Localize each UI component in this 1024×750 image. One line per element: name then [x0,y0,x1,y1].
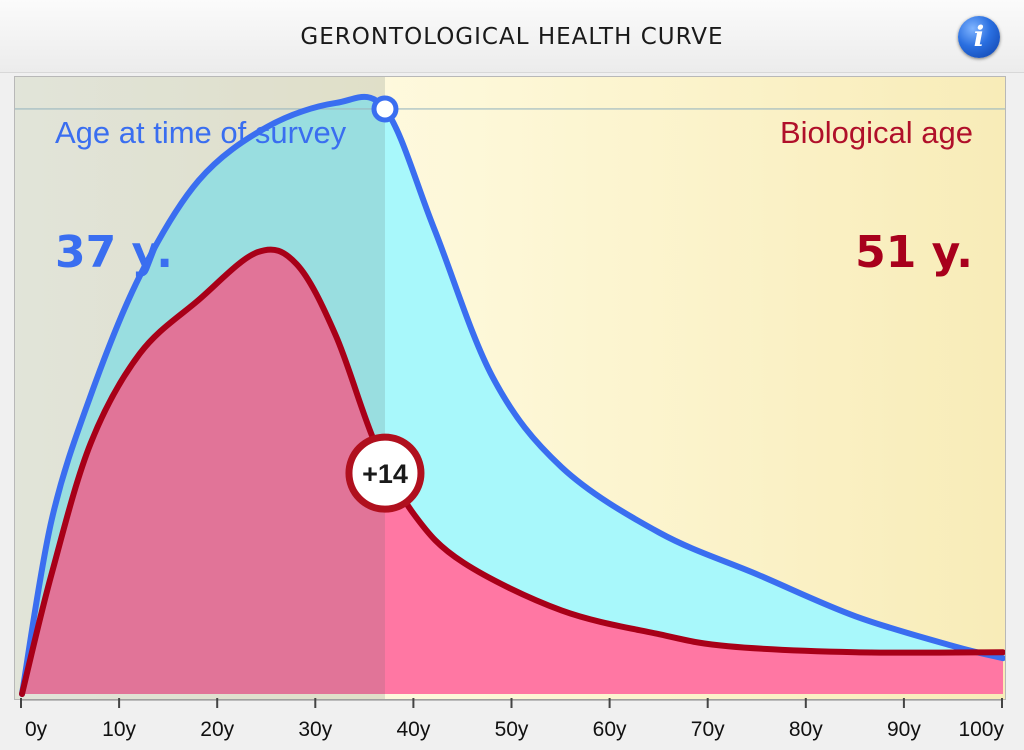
biological-age-label: Biological age [779,115,973,150]
x-tick-label: 70y [691,718,725,741]
x-tick-label: 90y [887,718,921,741]
x-tick-label: 10y [102,718,136,741]
x-tick-label: 0y [25,718,48,741]
x-tick-label: 50y [495,718,529,741]
survey-age-value: 37 y. [55,227,173,278]
series-line-0 [19,93,1005,697]
title-bar: GERONTOLOGICAL HEALTH CURVE i [0,0,1024,73]
health-curve-chart: +14 [15,77,1005,699]
x-tick-label: 60y [593,718,627,741]
chart-title: GERONTOLOGICAL HEALTH CURVE [300,24,724,50]
x-tick-label: 80y [789,718,823,741]
x-tick-label: 40y [396,718,430,741]
series-area-1 [22,249,1003,694]
x-axis: 0y 10y 20y 30y 40y 50y 60y 70y 80y 90y 100y [20,698,1004,741]
survey-point-marker [371,95,399,123]
chart-panel: +14 Age at time of survey Biological age… [14,76,1006,700]
series-line-1 [19,246,1005,697]
survey-age-shade [15,77,385,699]
difference-badge [345,433,425,513]
x-tick-label: 100y [958,718,1004,741]
info-icon[interactable]: i [958,16,1000,58]
x-tick-label: 30y [298,718,332,741]
difference-badge-text: +14 [362,459,408,489]
biological-age-value: 51 y. [855,227,973,278]
survey-age-label: Age at time of survey [55,115,347,150]
x-tick-label: 20y [200,718,234,741]
